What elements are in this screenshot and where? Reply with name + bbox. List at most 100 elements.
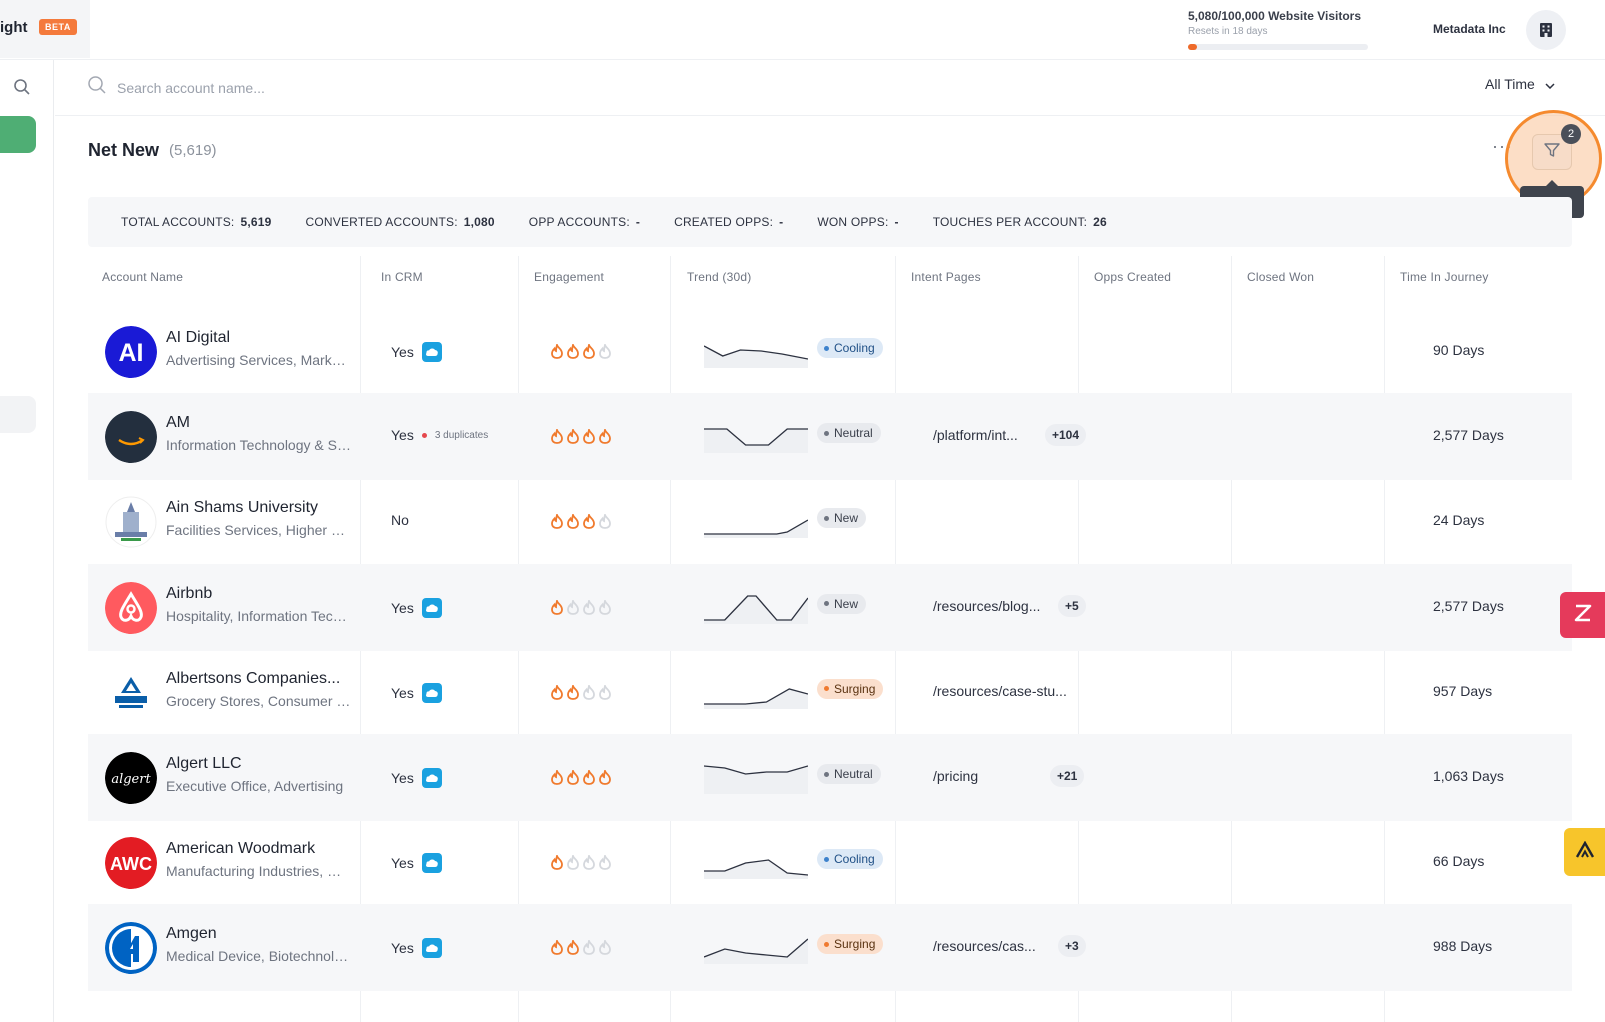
chat-launcher-button[interactable]: [1564, 828, 1605, 876]
sidebar-item[interactable]: [0, 396, 36, 433]
flame-active-icon: [583, 429, 595, 445]
account-name[interactable]: AM: [166, 414, 190, 432]
account-name[interactable]: Algert LLC: [166, 755, 242, 772]
intent-page-link[interactable]: /resources/case-stu...: [933, 682, 1067, 699]
status-dot: [824, 686, 829, 692]
engagement-rating: [550, 940, 612, 956]
intent-page-link[interactable]: /resources/blog...: [933, 597, 1041, 614]
intent-more-badge[interactable]: +3: [1058, 935, 1086, 958]
flame-inactive-icon: [583, 684, 595, 700]
table-header: Account Name In CRM Engagement Trend (30d) I…: [88, 256, 1572, 308]
table-row[interactable]: Albertsons Companies... Grocery Stores, C…: [88, 649, 1572, 736]
account-logo: [105, 922, 157, 975]
salesforce-icon[interactable]: [421, 342, 442, 362]
salesforce-icon[interactable]: [421, 768, 442, 788]
time-in-journey: 957 Days: [1433, 682, 1493, 699]
account-logo: [105, 496, 157, 549]
trend-status-badge: New: [817, 593, 867, 614]
column-header[interactable]: Opps Created: [1094, 270, 1172, 284]
table-row[interactable]: Ain Shams University Facilities Services,…: [88, 478, 1572, 565]
salesforce-icon[interactable]: [421, 853, 442, 874]
trend-status-badge: New: [817, 508, 867, 529]
stat-label: WON OPPS:: [817, 215, 889, 229]
salesforce-icon[interactable]: [421, 597, 442, 618]
salesforce-icon[interactable]: [421, 682, 442, 703]
stat-value: -: [894, 215, 899, 229]
stat-value: -: [635, 215, 641, 229]
intent-page-link[interactable]: /resources/cas...: [933, 938, 1036, 955]
flame-inactive-icon: [599, 599, 611, 615]
account-name[interactable]: Airbnb: [166, 584, 213, 602]
column-header[interactable]: In CRM: [381, 270, 423, 284]
zoominfo-launcher-button[interactable]: [1560, 592, 1605, 638]
table-row[interactable]: Airbnb Hospitality, Information Technolog…: [88, 563, 1572, 651]
stat-value: 5,619: [240, 215, 272, 229]
table-row[interactable]: AI AI Digital Advertising Services, Market…: [88, 308, 1572, 395]
sidebar-active-item[interactable]: [0, 116, 36, 153]
stat-label: CREATED OPPS:: [674, 215, 774, 229]
trend-status-badge: Neutral: [817, 764, 881, 784]
column-header[interactable]: Account Name: [102, 270, 184, 284]
trend-status-label: Neutral: [834, 426, 873, 441]
flame-active-icon: [551, 514, 563, 530]
time-range-select[interactable]: All Time: [1485, 76, 1555, 92]
stat-value: 26: [1093, 215, 1107, 229]
intent-more-badge[interactable]: +5: [1058, 594, 1086, 617]
table-row[interactable]: AM Information Technology & Services Yes 3 …: [88, 393, 1572, 481]
time-in-journey: 24 Days: [1433, 512, 1485, 529]
logo-text: ight: [0, 19, 28, 36]
in-crm-value: Yes: [391, 599, 414, 616]
column-header[interactable]: Time In Journey: [1400, 270, 1489, 284]
intent-more-badge[interactable]: +21: [1050, 765, 1085, 787]
engagement-rating: [550, 684, 612, 700]
table-row[interactable]: Amgen Medical Device, Biotechnology Yes Sur…: [88, 904, 1572, 992]
in-crm-value: Yes: [391, 684, 414, 701]
stat-label: TOTAL ACCOUNTS:: [121, 215, 235, 229]
account-name[interactable]: American Woodmark: [166, 840, 316, 858]
in-crm-value: Yes: [391, 770, 414, 786]
intent-page-link[interactable]: /pricing: [933, 768, 979, 784]
in-crm-cell: Yes: [391, 342, 442, 362]
account-industry: Advertising Services, Marketing: [166, 352, 351, 368]
flame-inactive-icon: [583, 940, 595, 956]
column-header[interactable]: Trend (30d): [687, 270, 752, 284]
intent-page-link[interactable]: /platform/int...: [933, 427, 1018, 444]
status-dot: [824, 941, 829, 947]
org-name[interactable]: Metadata Inc: [1433, 22, 1506, 36]
flame-active-icon: [551, 599, 563, 615]
column-header[interactable]: Engagement: [534, 270, 605, 284]
intent-more-badge[interactable]: +104: [1045, 424, 1087, 447]
status-dot: [824, 601, 829, 607]
account-name[interactable]: Ain Shams University: [166, 499, 319, 517]
in-crm-value: Yes: [391, 855, 414, 872]
flame-inactive-icon: [567, 855, 579, 871]
logo-area[interactable]: ight BETA: [0, 0, 90, 58]
search-input[interactable]: [117, 74, 517, 102]
salesforce-icon[interactable]: [421, 938, 442, 959]
trend-status-label: New: [834, 511, 859, 526]
org-building-icon[interactable]: [1526, 10, 1566, 50]
search-icon: [87, 75, 107, 100]
flame-active-icon: [567, 344, 579, 359]
stats-summary: TOTAL ACCOUNTS: 5,619 CONVERTED ACCOUNTS: 1…: [88, 197, 1572, 247]
in-crm-value: Yes: [391, 427, 414, 444]
account-logo: [105, 581, 157, 634]
table-row[interactable]: AWC American Woodmark Manufacturing Indust…: [88, 819, 1572, 906]
stat-label: TOUCHES PER ACCOUNT:: [932, 215, 1088, 229]
column-header[interactable]: Closed Won: [1247, 270, 1315, 284]
flame-active-icon: [567, 684, 579, 700]
time-in-journey: 988 Days: [1433, 938, 1493, 955]
time-in-journey: 2,577 Days: [1433, 427, 1504, 444]
account-name[interactable]: Albertsons Companies...: [166, 669, 341, 687]
account-name[interactable]: Amgen: [166, 925, 217, 943]
top-header: ight BETA 5,080/100,000 Website Visitors…: [0, 0, 1605, 60]
sidebar-search-icon[interactable]: [13, 78, 31, 101]
account-name[interactable]: AI Digital: [166, 329, 231, 346]
engagement-rating: [550, 770, 612, 785]
table-row[interactable]: algert Algert LLC Executive Office, Advert…: [88, 734, 1572, 821]
duplicates-link[interactable]: 3 duplicates: [434, 429, 489, 441]
in-crm-cell: Yes: [391, 597, 442, 618]
in-crm-value: No: [391, 512, 409, 529]
column-header[interactable]: Intent Pages: [911, 270, 981, 284]
